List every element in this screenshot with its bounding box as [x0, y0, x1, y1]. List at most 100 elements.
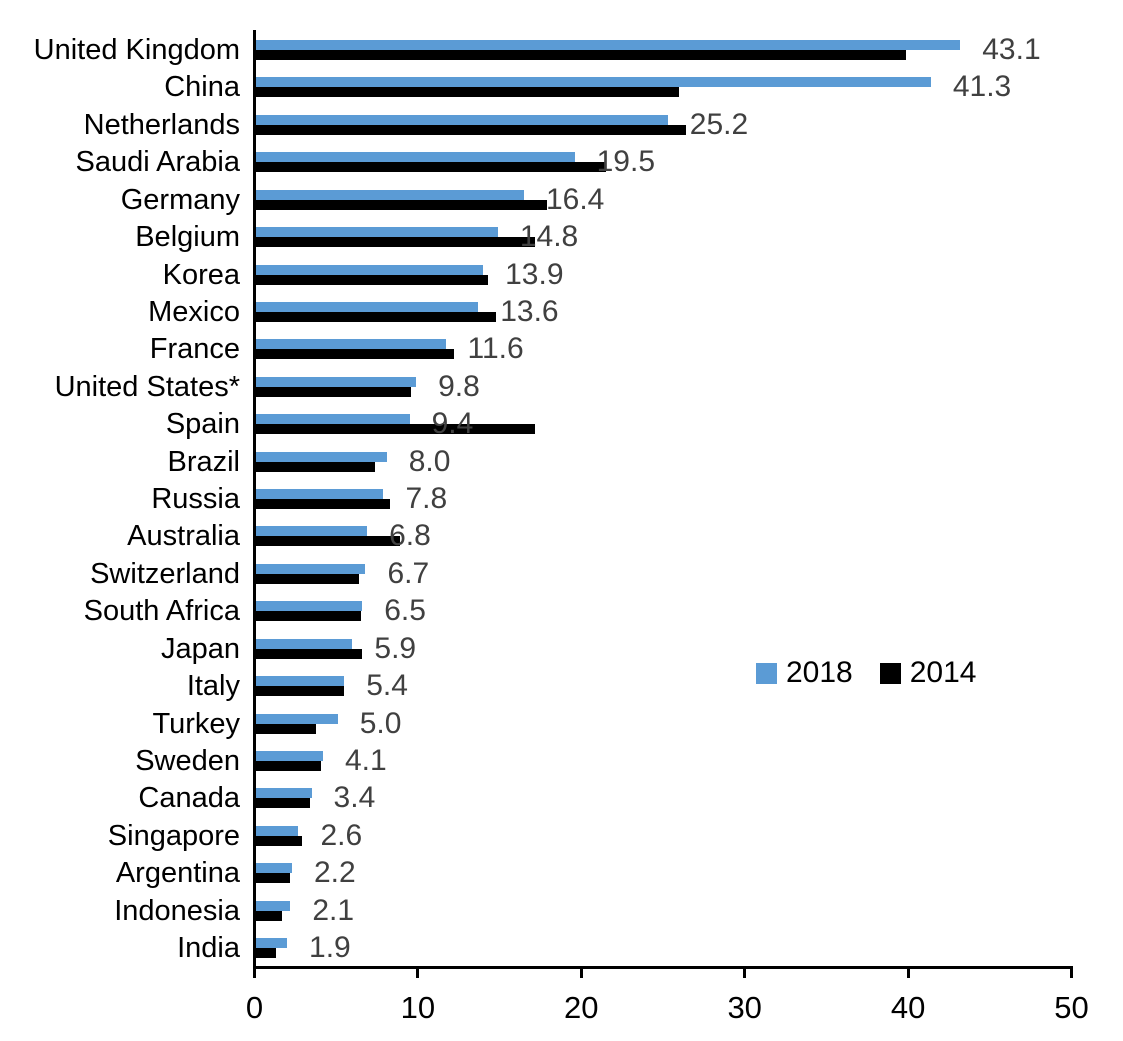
chart-row-switzerland: Switzerland 6.7: [0, 557, 1123, 595]
x-tick-30: [743, 969, 747, 978]
bar-2018-brazil: [256, 451, 387, 462]
category-label: Italy: [186, 670, 240, 703]
category-label: Switzerland: [90, 557, 240, 590]
x-tick-label-0: 0: [245, 990, 264, 1025]
data-label: 2.6: [320, 818, 363, 852]
category-label: Brazil: [167, 445, 240, 478]
chart-row-belgium: Belgium 14.8: [0, 220, 1123, 258]
data-label: 4.1: [344, 743, 387, 777]
legend-label-2014: 2014: [909, 656, 977, 689]
y-axis-line: [253, 30, 256, 969]
data-label: 6.7: [387, 556, 430, 590]
bar-2014-spain: [256, 424, 536, 435]
bar-2014-italy: [256, 686, 345, 697]
x-tick-40: [906, 969, 910, 978]
chart-row-spain: Spain 9.4: [0, 407, 1123, 445]
data-label: 9.8: [438, 369, 480, 403]
data-label: 43.1: [982, 33, 1041, 66]
bar-2018-russia: [256, 489, 384, 500]
chart-row-france: France 11.6: [0, 332, 1123, 370]
x-tick-50: [1070, 969, 1073, 978]
bar-2018-italy: [256, 676, 345, 687]
category-label: Russia: [151, 483, 240, 516]
bar-2014-turkey: [256, 723, 317, 734]
category-label: Spain: [165, 408, 240, 441]
legend-label-2018: 2018: [786, 656, 853, 689]
bar-2018-netherlands: [256, 114, 668, 125]
chart-row-mexico: Mexico 13.6: [0, 295, 1123, 333]
data-label: 9.4: [431, 407, 474, 441]
bar-2014-united-states: [256, 386, 412, 397]
category-label: Sweden: [135, 744, 240, 777]
bar-2014-belgium: [256, 237, 536, 248]
bar-2014-saudi-arabia: [256, 162, 606, 173]
category-label: South Africa: [83, 595, 240, 628]
chart-row-netherlands: Netherlands 25.2: [0, 108, 1123, 146]
data-label: 2.2: [313, 856, 356, 890]
data-label: 14.8: [519, 220, 579, 254]
bar-2014-indonesia: [256, 910, 283, 921]
data-label: 8.0: [408, 444, 451, 478]
bar-2018-turkey: [256, 713, 338, 724]
category-label: Turkey: [152, 707, 240, 740]
data-label: 3.4: [333, 781, 376, 815]
data-label: 5.0: [359, 706, 402, 740]
x-tick-label-10: 10: [400, 990, 436, 1025]
x-tick-20: [579, 969, 583, 978]
bar-2018-canada: [256, 788, 312, 799]
chart-row-china: China 41.3: [0, 70, 1123, 108]
data-label: 13.9: [505, 257, 564, 291]
chart-row-russia: Russia 7.8: [0, 482, 1123, 520]
category-label: France: [149, 333, 240, 366]
bar-2014-netherlands: [256, 124, 686, 135]
bar-2018-mexico: [256, 301, 479, 312]
category-label: Indonesia: [114, 894, 240, 927]
category-label: United States*: [54, 370, 240, 403]
bar-2018-argentina: [256, 863, 292, 874]
data-label: 6.5: [384, 594, 426, 628]
bar-2018-indonesia: [256, 900, 291, 911]
chart-row-india: India 1.9: [0, 931, 1123, 969]
bar-2014-singapore: [256, 835, 302, 846]
bar-2014-mexico: [256, 311, 497, 322]
chart-row-korea: Korea 13.9: [0, 258, 1123, 296]
x-tick-label-50: 50: [1054, 990, 1089, 1025]
data-label: 13.6: [500, 294, 559, 328]
category-label: Singapore: [107, 819, 240, 852]
chart-row-argentina: Argentina 2.2: [0, 856, 1123, 894]
bar-2018-belgium: [256, 227, 498, 238]
bar-2014-france: [256, 349, 454, 360]
bar-2014-india: [256, 948, 276, 959]
category-label: Netherlands: [83, 108, 240, 141]
category-label: India: [177, 932, 240, 965]
x-tick-0: [253, 969, 256, 978]
bar-2018-germany: [256, 189, 524, 200]
data-label: 16.4: [545, 182, 605, 216]
chart-row-saudi-arabia: Saudi Arabia 19.5: [0, 145, 1123, 183]
x-tick-label-20: 20: [564, 990, 599, 1025]
bar-2014-canada: [256, 798, 310, 809]
data-label: 41.3: [952, 70, 1012, 104]
bar-2018-japan: [256, 638, 353, 649]
bar-2014-russia: [256, 499, 390, 510]
category-label: Germany: [120, 183, 240, 216]
x-tick-10: [416, 969, 420, 978]
legend-swatch-2014: [879, 662, 901, 684]
bar-2018-korea: [256, 264, 484, 275]
chart-row-singapore: Singapore 2.6: [0, 819, 1123, 857]
category-label: Mexico: [148, 295, 240, 328]
chart-row-canada: Canada 3.4: [0, 781, 1123, 819]
bar-2014-germany: [256, 199, 547, 210]
chart-row-germany: Germany 16.4: [0, 183, 1123, 221]
bar-2014-switzerland: [256, 573, 359, 584]
data-label: 19.5: [596, 145, 656, 179]
bar-2018-united-kingdom: [256, 40, 961, 50]
bar-2014-argentina: [256, 873, 291, 884]
chart-row-brazil: Brazil 8.0: [0, 445, 1123, 483]
chart-legend: 2018 2014: [756, 656, 977, 689]
bar-2014-brazil: [256, 461, 376, 472]
x-axis-line: [253, 966, 1073, 969]
category-label: Japan: [160, 632, 240, 665]
bar-2018-australia: [256, 526, 368, 537]
